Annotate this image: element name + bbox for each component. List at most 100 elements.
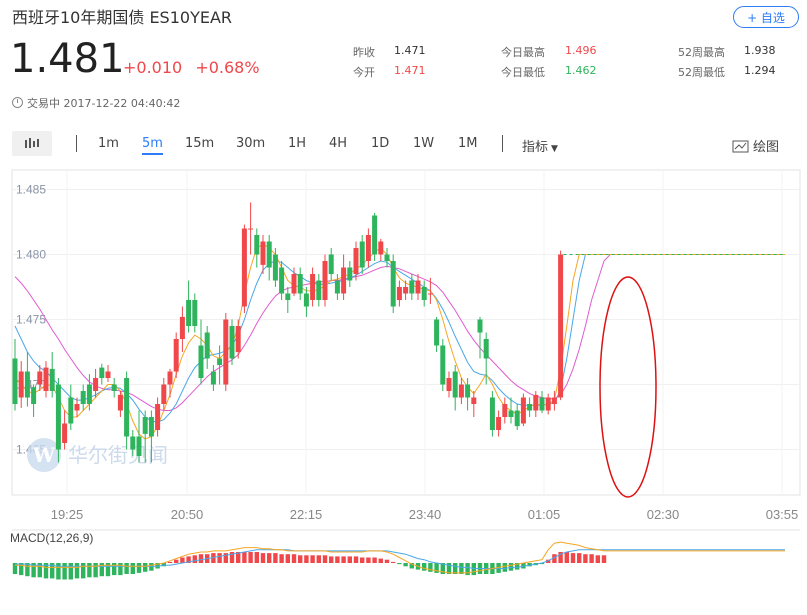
- macd-bar: [180, 557, 185, 563]
- macd-bar: [471, 563, 476, 576]
- period-5m[interactable]: 5m: [142, 136, 163, 155]
- candle-body: [74, 404, 80, 411]
- period-15m[interactable]: 15m: [185, 136, 215, 151]
- candle-body: [353, 248, 359, 274]
- draw-tool-button[interactable]: 绘图: [732, 136, 779, 155]
- status-text: 交易中 2017-12-22 04:40:42: [27, 97, 181, 110]
- macd-bar: [279, 554, 284, 563]
- macd-bar: [31, 563, 36, 578]
- macd-bar: [446, 563, 452, 574]
- macd-bar: [347, 556, 352, 563]
- macd-bar: [589, 554, 594, 563]
- macd-bar: [378, 558, 383, 563]
- candle-body: [514, 410, 520, 427]
- candle-body: [328, 254, 334, 274]
- macd-bar: [155, 563, 160, 569]
- candle-body: [31, 387, 37, 404]
- macd-bar: [502, 563, 507, 572]
- candle-body: [155, 404, 161, 430]
- x-tick-label: 20:50: [171, 507, 204, 522]
- candle-body: [489, 397, 495, 430]
- candle-body: [136, 436, 142, 456]
- annotation-ellipse: [599, 276, 657, 498]
- candle-body: [186, 300, 192, 326]
- macd-bar: [453, 563, 458, 574]
- macd-bar: [260, 553, 266, 563]
- candle-body: [458, 384, 464, 398]
- candle-body: [465, 384, 471, 398]
- stat-value: 1.294: [744, 64, 776, 77]
- toolbar-divider: [502, 135, 503, 152]
- macd-bar: [353, 556, 359, 563]
- macd-bar: [56, 563, 61, 580]
- macd-bar: [236, 552, 241, 563]
- candlestick-icon: [25, 138, 39, 148]
- macd-bar: [130, 563, 135, 574]
- ma-short-line: [14, 243, 785, 440]
- candle-body: [148, 417, 154, 437]
- period-30m[interactable]: 30m: [236, 136, 266, 151]
- macd-bar: [397, 563, 402, 565]
- instrument-title: 西班牙10年期国债 ES10YEAR: [12, 8, 233, 27]
- draw-label: 绘图: [753, 140, 780, 155]
- clock-icon: [12, 97, 23, 108]
- macd-bar: [254, 552, 259, 563]
- stat-value: 1.938: [744, 44, 776, 57]
- candle-body: [310, 274, 316, 300]
- macd-dif-line: [15, 541, 785, 574]
- x-tick-label: 23:40: [409, 507, 442, 522]
- candle-body: [111, 384, 117, 391]
- macd-bar: [81, 563, 86, 579]
- period-1mo[interactable]: 1M: [458, 136, 478, 151]
- candle-body: [415, 280, 421, 294]
- macd-bar: [192, 555, 197, 563]
- candle-body: [105, 371, 111, 378]
- candle-body: [12, 358, 18, 404]
- candle-body: [223, 319, 229, 385]
- candle-body: [248, 228, 254, 230]
- candle-body: [545, 397, 551, 411]
- chart-type-button[interactable]: [12, 131, 52, 156]
- watermark-logo: [27, 438, 61, 472]
- price-chart[interactable]: 1.4851.4801.4751.4701.46519:2520:5022:15…: [0, 165, 807, 615]
- candle-body: [285, 293, 291, 300]
- macd-bar: [149, 563, 154, 571]
- period-1w[interactable]: 1W: [413, 136, 435, 151]
- candle-body: [427, 293, 433, 295]
- candle-body: [471, 397, 477, 404]
- period-4h[interactable]: 4H: [329, 136, 348, 151]
- x-tick-label: 02:30: [647, 507, 680, 522]
- candle-body: [43, 367, 49, 391]
- candle-body: [86, 384, 92, 404]
- candle-body: [347, 267, 353, 281]
- period-1d[interactable]: 1D: [371, 136, 390, 151]
- candle-body: [440, 345, 446, 385]
- indicator-dropdown[interactable]: 指标 ▼: [522, 136, 558, 155]
- stat-value: 1.496: [565, 44, 597, 57]
- candle-body: [266, 241, 272, 268]
- candle-body: [254, 235, 260, 255]
- candle-body: [558, 254, 564, 398]
- macd-bar: [391, 561, 396, 563]
- period-1h[interactable]: 1H: [288, 136, 307, 151]
- price-change: +0.010 +0.68%: [123, 58, 268, 77]
- macd-bar: [366, 557, 371, 563]
- macd-bar: [552, 554, 557, 563]
- stat-value: 1.462: [565, 64, 597, 77]
- macd-bar: [217, 553, 222, 563]
- macd-bar: [558, 552, 563, 563]
- macd-bar: [496, 563, 501, 573]
- candle-body: [403, 287, 409, 294]
- add-watchlist-button[interactable]: + 自选: [733, 6, 799, 28]
- candle-body: [192, 300, 198, 326]
- candle-body: [217, 358, 223, 365]
- macd-bar: [465, 563, 470, 576]
- macd-bar: [515, 563, 520, 570]
- candle-body: [483, 339, 489, 359]
- macd-bar: [248, 552, 253, 563]
- macd-bar: [62, 563, 67, 580]
- macd-bar: [198, 554, 204, 563]
- period-1m[interactable]: 1m: [98, 136, 119, 151]
- candle-body: [198, 345, 204, 378]
- macd-bar: [322, 555, 328, 563]
